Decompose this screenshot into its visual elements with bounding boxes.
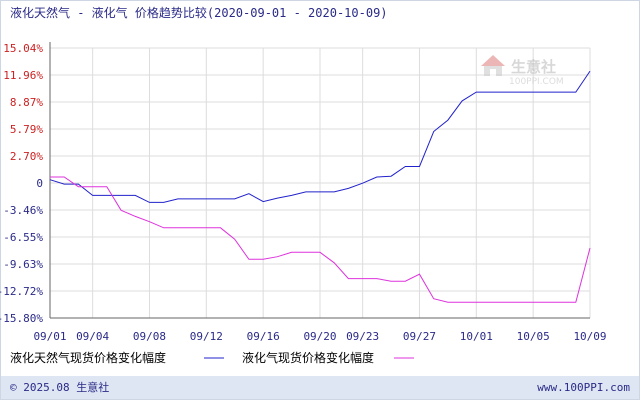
series-line-1 — [49, 70, 591, 203]
watermark-url: 100PPI.COM — [509, 77, 564, 87]
y-axis-ticks: 15.04% 11.96% 8.87% 5.79% 2.70% 0 -3.46% -6.55%… — [0, 42, 43, 325]
y-tick-label: -12.72% — [0, 285, 43, 298]
x-tick-label: 09/08 — [133, 330, 166, 343]
x-tick-label: 10/09 — [573, 330, 606, 343]
house-icon — [481, 55, 505, 76]
x-axis-ticks: 09/01 09/04 09/08 09/12 09/16 09/20 09/23 09/27… — [33, 330, 606, 343]
footer: © 2025.08 生意社 www.100PPI.com — [1, 376, 639, 399]
watermark-cn: 生意社 — [511, 58, 556, 76]
chart-title: 液化天然气 - 液化气 价格趋势比较(2020-09-01 - 2020-10-… — [10, 5, 388, 20]
legend: 液化天然气现货价格变化幅度 液化气现货价格变化幅度 — [10, 350, 414, 365]
y-tick-label: 8.87% — [10, 96, 43, 109]
x-tick-label: 09/27 — [403, 330, 436, 343]
footer-copyright: © 2025.08 生意社 — [10, 380, 109, 394]
y-tick-label: 15.04% — [3, 42, 43, 55]
y-tick-label: -15.80% — [0, 312, 43, 325]
legend-label-series-1: 液化天然气现货价格变化幅度 — [10, 350, 166, 365]
footer-bar — [1, 376, 639, 399]
y-tick-label: 5.79% — [10, 123, 43, 136]
x-tick-label: 10/05 — [517, 330, 550, 343]
series-lines — [49, 70, 591, 303]
watermark-logo: 生意社 100PPI.COM — [481, 55, 564, 87]
grid — [49, 47, 591, 319]
x-tick-label: 09/04 — [76, 330, 109, 343]
x-tick-label: 09/12 — [190, 330, 223, 343]
y-tick-label: -9.63% — [3, 258, 43, 271]
x-tick-label: 09/23 — [346, 330, 379, 343]
x-tick-label: 10/01 — [460, 330, 493, 343]
y-tick-label: 0 — [36, 177, 43, 190]
y-tick-label: 2.70% — [10, 150, 43, 163]
x-tick-label: 09/01 — [33, 330, 66, 343]
series-line-2 — [50, 176, 591, 303]
y-tick-label: -6.55% — [3, 231, 43, 244]
x-tick-label: 09/20 — [303, 330, 336, 343]
footer-website: www.100PPI.com — [537, 381, 630, 394]
legend-label-series-2: 液化气现货价格变化幅度 — [242, 350, 374, 365]
y-tick-label: -3.46% — [3, 204, 43, 217]
x-tick-label: 09/16 — [247, 330, 280, 343]
y-tick-label: 11.96% — [3, 69, 43, 82]
